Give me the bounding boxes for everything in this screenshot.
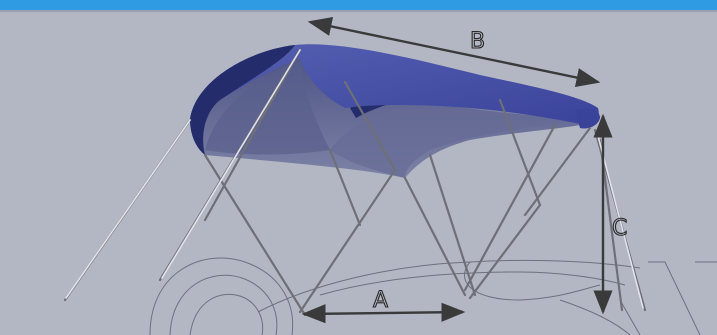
- dimension-a-arrow: [301, 302, 466, 324]
- boat-hull-sketch-icon: [149, 257, 717, 335]
- dimension-c-label: C: [612, 216, 628, 241]
- dimension-b-label: B: [470, 29, 486, 54]
- header-accent-shadow: [0, 10, 717, 12]
- dimension-a-label: A: [373, 288, 389, 313]
- header-accent-bar: [0, 0, 717, 10]
- bimini-canopy-icon: [190, 44, 600, 178]
- dimension-b-arrow: [307, 17, 601, 87]
- dimension-arrows: [301, 17, 613, 324]
